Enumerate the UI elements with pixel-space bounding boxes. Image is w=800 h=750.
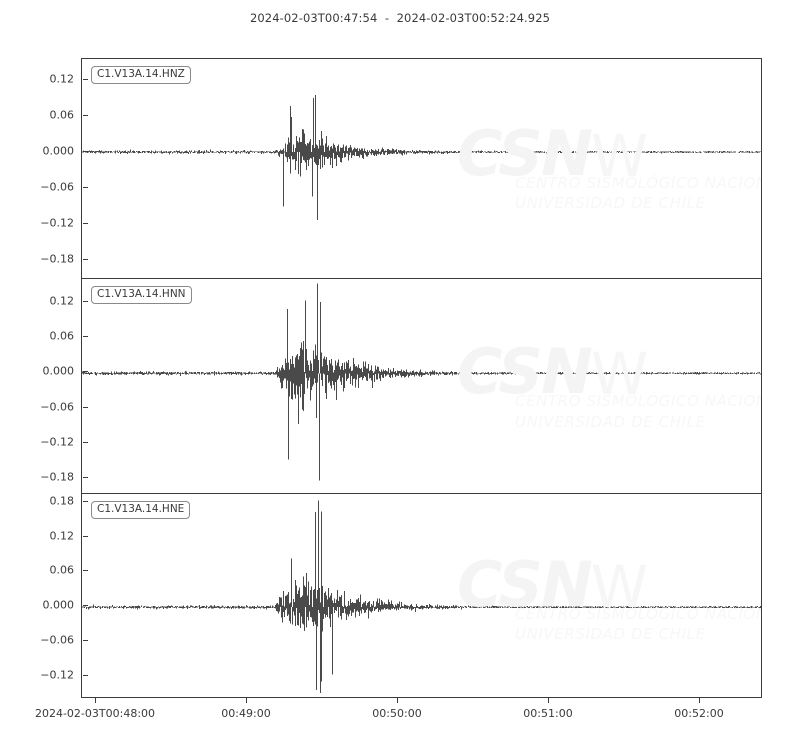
waveform-trace-n	[82, 283, 761, 481]
waveform-trace-z	[82, 95, 761, 220]
axes-stack: C1.V13A.14.HNZ CSN W CENTRO SISMOLÓGICO NAC…	[81, 58, 762, 698]
channel-label-z: C1.V13A.14.HNZ	[91, 66, 191, 85]
y-tick-label: −0.12	[40, 668, 74, 682]
y-tick-label: 0.12	[49, 529, 75, 543]
y-tick-label: 0.000	[42, 598, 75, 612]
channel-label-e: C1.V13A.14.HNE	[91, 501, 191, 520]
y-tick-label: −0.12	[40, 216, 74, 230]
y-tick-label: 0.12	[49, 72, 75, 86]
x-tick-label: 00:52:00	[674, 707, 724, 720]
panel-hne: C1.V13A.14.HNE CSN W CENTRO SISMOLÓGICO NAC…	[82, 493, 761, 697]
panel-hnn: C1.V13A.14.HNN CSN W CENTRO SISMOLÓGICO NAC…	[82, 278, 761, 493]
panel-hnz: C1.V13A.14.HNZ CSN W CENTRO SISMOLÓGICO NAC…	[82, 59, 761, 278]
y-tick-label: −0.06	[40, 180, 74, 194]
y-tick-label: 0.06	[49, 108, 75, 122]
y-tick-label: 0.06	[49, 563, 75, 577]
y-tick-label: −0.18	[40, 470, 74, 484]
waveform-trace-e	[82, 500, 761, 694]
figure-title: 2024-02-03T00:47:54 - 2024-02-03T00:52:2…	[249, 11, 551, 25]
x-tick-mark	[397, 698, 398, 703]
x-tick-label: 2024-02-03T00:48:00	[34, 707, 156, 720]
y-tick-label: −0.12	[40, 435, 74, 449]
y-tick-label: −0.06	[40, 400, 74, 414]
x-tick-mark	[95, 698, 96, 703]
x-tick-mark	[246, 698, 247, 703]
x-tick-label: 00:49:00	[221, 707, 271, 720]
y-tick-label: 0.18	[49, 494, 75, 508]
channel-label-n: C1.V13A.14.HNN	[91, 286, 192, 305]
y-tick-label: −0.06	[40, 633, 74, 647]
y-axis-tick-labels: 0.12 0.06 0.000 −0.06 −0.12 −0.18 0.12 0.06 0.00…	[8, 0, 88, 750]
x-tick-label: 00:50:00	[372, 707, 422, 720]
x-tick-mark	[699, 698, 700, 703]
x-tick-label: 00:51:00	[523, 707, 573, 720]
y-tick-label: 0.000	[42, 144, 75, 158]
y-tick-label: 0.000	[42, 364, 75, 378]
x-tick-mark	[548, 698, 549, 703]
y-tick-label: 0.12	[49, 294, 75, 308]
y-tick-label: −0.18	[40, 252, 74, 266]
y-tick-label: 0.06	[49, 329, 75, 343]
